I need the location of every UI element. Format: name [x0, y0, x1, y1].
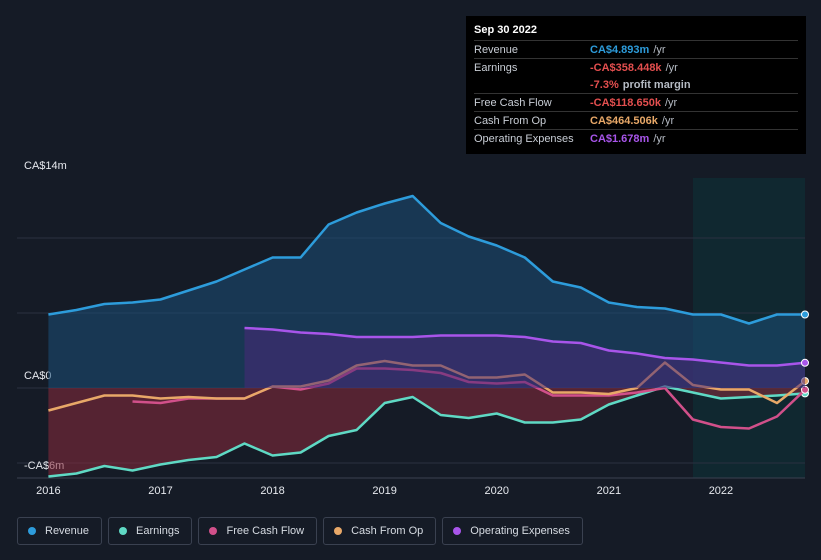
legend-item[interactable]: Free Cash Flow — [198, 517, 318, 545]
area — [48, 386, 805, 477]
x-tick-label: 2016 — [36, 485, 60, 497]
line — [48, 385, 806, 478]
legend-swatch — [28, 527, 36, 535]
tooltip-value: -CA$358.448k — [590, 61, 662, 74]
legend-label: Earnings — [136, 525, 180, 537]
tooltip-unit: /yr — [653, 132, 666, 145]
legend-label: Revenue — [45, 525, 90, 537]
tooltip-unit: profit margin — [622, 78, 691, 91]
x-tick-label: 2019 — [372, 485, 396, 497]
legend-item[interactable]: Cash From Op — [323, 517, 437, 545]
tooltip-row: Cash From Op CA$464.506k/yr — [474, 111, 798, 129]
end-marker — [801, 358, 809, 367]
line — [244, 326, 806, 367]
tooltip-row: Earnings -CA$358.448k/yr — [474, 58, 798, 76]
x-tick-label: 2022 — [709, 485, 733, 497]
y-tick-label: CA$0 — [24, 370, 52, 382]
legend-swatch — [119, 527, 128, 535]
tooltip-value: -7.3% — [590, 78, 619, 91]
legend-item[interactable]: Revenue — [17, 517, 103, 545]
tooltip-row: Free Cash Flow -CA$118.650k/yr — [474, 93, 798, 111]
y-tick-label: CA$14m — [24, 160, 67, 172]
tooltip-date: Sep 30 2022 — [474, 24, 537, 36]
legend-swatch — [334, 527, 343, 535]
x-tick-label: 2021 — [597, 485, 621, 497]
tooltip-row: Operating Expenses CA$1.678m/yr — [474, 129, 798, 147]
legend-label: Cash From Op — [351, 525, 424, 537]
legend-label: Free Cash Flow — [226, 525, 305, 537]
tooltip-value: -CA$118.650k — [590, 96, 661, 109]
legend: Revenue Earnings Free Cash Flow Cash From O… — [17, 517, 583, 545]
area — [244, 328, 805, 388]
end-marker — [801, 310, 809, 319]
line — [48, 194, 805, 325]
tooltip-row: -7.3% profit margin — [474, 76, 798, 93]
tooltip-label: Cash From Op — [474, 114, 547, 127]
area — [48, 196, 805, 388]
tooltip-label: Revenue — [474, 43, 519, 56]
tooltip-unit: /yr — [665, 61, 678, 74]
legend-item[interactable]: Earnings — [108, 517, 193, 545]
tooltip-unit: /yr — [661, 114, 675, 127]
x-tick-label: 2018 — [260, 485, 284, 497]
x-tick-label: 2017 — [148, 485, 172, 497]
legend-item[interactable]: Operating Expenses — [442, 517, 583, 545]
tooltip-row: Revenue CA$4.893m/yr — [474, 40, 798, 58]
tooltip-unit: /yr — [653, 43, 666, 56]
tooltip-label: Free Cash Flow — [474, 96, 552, 109]
legend-label: Operating Expenses — [470, 525, 570, 537]
legend-swatch — [453, 527, 462, 535]
tooltip-value: CA$4.893m — [590, 43, 650, 56]
tooltip-value: CA$1.678m — [590, 132, 650, 145]
x-tick-label: 2020 — [485, 485, 509, 497]
legend-swatch — [209, 527, 218, 535]
tooltip-value: CA$464.506k — [590, 114, 658, 127]
tooltip: Sep 30 2022 Revenue CA$4.893m/yr Earnings… — [466, 16, 806, 154]
tooltip-label: Earnings — [474, 61, 518, 74]
tooltip-unit: /yr — [664, 96, 678, 109]
tooltip-label: Operating Expenses — [474, 132, 574, 145]
